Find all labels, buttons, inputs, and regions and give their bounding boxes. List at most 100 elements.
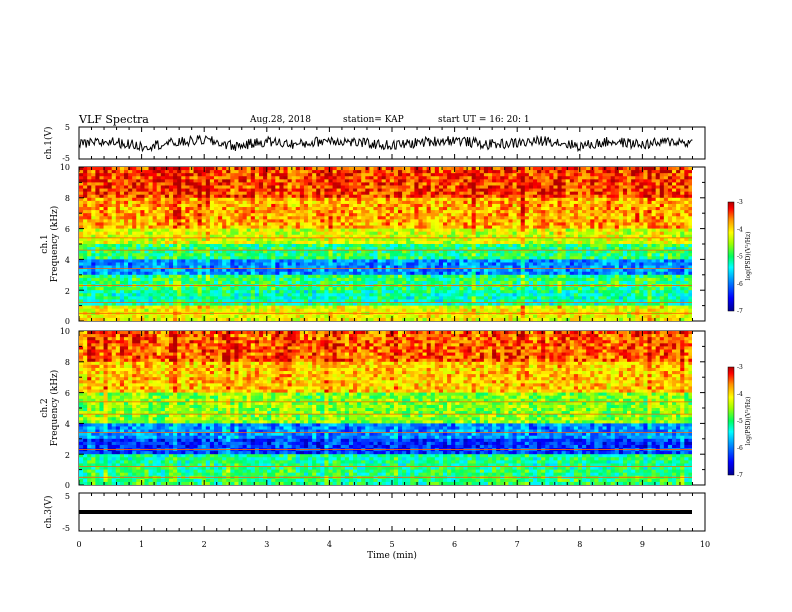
spectrogram-cell	[336, 207, 342, 211]
spectrogram-cell	[389, 200, 395, 205]
spectrogram-cell	[152, 262, 158, 266]
spectrogram-cell	[83, 265, 88, 270]
spectrogram-cell	[516, 244, 522, 248]
spectrogram-cell	[606, 200, 612, 205]
spectrogram-cell	[577, 185, 583, 189]
spectrogram-cell	[680, 213, 685, 217]
spectrogram-cell	[181, 188, 186, 193]
spectrogram-cell	[512, 207, 518, 211]
spectrogram-cell	[148, 185, 154, 189]
spectrogram-cell	[447, 194, 452, 199]
spectrogram-cell	[160, 185, 166, 189]
spectrogram-cell	[107, 250, 113, 254]
spectrogram-cell	[561, 176, 567, 180]
spectrogram-cell	[226, 207, 231, 211]
spectrogram-cell	[598, 262, 603, 266]
spectrogram-cell	[156, 237, 162, 242]
spectrogram-cell	[659, 213, 665, 217]
spectrogram-cell	[123, 253, 129, 257]
spectrogram-cell	[627, 176, 632, 180]
spectrogram-cell	[573, 203, 579, 208]
spectrogram-cell	[234, 203, 239, 208]
spectrogram-cell	[610, 210, 616, 214]
spectrogram-cell	[291, 179, 297, 183]
spectrogram-cell	[263, 244, 268, 248]
spectrogram-cell	[528, 210, 534, 214]
spectrogram-cell	[308, 216, 313, 220]
spectrogram-cell	[263, 237, 268, 242]
spectrogram-cell	[181, 259, 186, 263]
spectrogram-cell	[451, 228, 456, 233]
spectrogram-cell	[557, 213, 562, 217]
spectrogram-cell	[565, 225, 571, 229]
spectrogram-cell	[115, 216, 121, 220]
spectrogram-cell	[226, 188, 231, 193]
spectrogram-cell	[573, 173, 579, 177]
spectrogram-cell	[688, 250, 692, 254]
spectrogram-cell	[373, 222, 378, 226]
spectrogram-cell	[496, 247, 501, 251]
spectrogram-cell	[226, 262, 231, 266]
spectrogram-cell	[487, 185, 493, 189]
spectrogram-cell	[308, 262, 313, 266]
spectrogram-cell	[663, 231, 669, 236]
spectrogram-cell	[197, 170, 203, 174]
spectrogram-cell	[185, 237, 190, 242]
spectrogram-cell	[426, 182, 432, 186]
spectrogram-cell	[443, 265, 448, 270]
spectrogram-cell	[83, 262, 88, 266]
spectrogram-cell	[459, 222, 464, 226]
spectrogram-cell	[537, 222, 542, 226]
spectrogram-cell	[582, 203, 587, 208]
spectrogram-cell	[152, 250, 158, 254]
spectrogram-cell	[569, 265, 575, 270]
spectrogram-cell	[316, 167, 321, 171]
spectrogram-cell	[434, 197, 440, 202]
spectrogram-cell	[263, 247, 268, 251]
spectrogram-cell	[393, 182, 399, 186]
spectrogram-cell	[103, 237, 109, 242]
spectrogram-cell	[295, 225, 301, 229]
spectrogram-cell	[541, 247, 546, 251]
spectrogram-cell	[369, 182, 374, 186]
spectrogram-cell	[647, 179, 652, 183]
spectrogram-cell	[320, 253, 325, 257]
spectrogram-cell	[553, 250, 558, 254]
spectrogram-cell	[79, 179, 84, 183]
spectrogram-cell	[541, 191, 546, 196]
spectrogram-cell	[291, 222, 297, 226]
spectrogram-cell	[291, 191, 297, 196]
spectrogram-cell	[332, 191, 338, 196]
spectrogram-cell	[201, 210, 207, 214]
spectrogram-cell	[545, 240, 550, 245]
spectrogram-cell	[487, 247, 493, 251]
spectrogram-cell	[242, 237, 248, 242]
spectrogram-cell	[324, 176, 329, 180]
spectrogram-cell	[594, 194, 599, 199]
spectrogram-cell	[316, 173, 321, 177]
spectrogram-cell	[271, 247, 276, 251]
spectrogram-cell	[672, 216, 677, 220]
spectrogram-cell	[426, 167, 432, 171]
spectrogram-cell	[348, 231, 354, 236]
spectrogram-cell	[107, 170, 113, 174]
spectrogram-cell	[123, 188, 129, 193]
spectrogram-cell	[308, 185, 313, 189]
spectrogram-cell	[385, 262, 391, 266]
spectrogram-cell	[357, 253, 362, 257]
spectrogram-cell	[324, 259, 329, 263]
spectrogram-cell	[152, 210, 158, 214]
spectrogram-cell	[643, 244, 648, 248]
spectrogram-cell	[132, 222, 137, 226]
spectrogram-cell	[647, 231, 652, 236]
spectrogram-cell	[618, 225, 624, 229]
spectrogram-cell	[79, 188, 84, 193]
spectrogram-cell	[610, 194, 616, 199]
spectrogram-cell	[659, 179, 665, 183]
spectrogram-cell	[672, 185, 677, 189]
spectrogram-cell	[295, 256, 301, 260]
spectrogram-cell	[422, 219, 428, 223]
spectrogram-cell	[111, 170, 117, 174]
spectrogram-cell	[590, 231, 595, 236]
spectrogram-cell	[230, 182, 235, 186]
